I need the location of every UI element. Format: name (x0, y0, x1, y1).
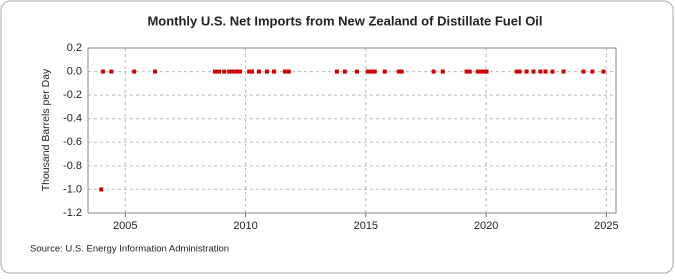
x-tick-label: 2015 (354, 220, 378, 232)
point (247, 69, 252, 74)
point (342, 69, 347, 74)
y-tick-label: 0.2 (67, 42, 82, 54)
point (334, 69, 339, 74)
point (382, 69, 387, 74)
y-tick-label: -0.2 (63, 89, 82, 101)
point (481, 69, 486, 74)
point (396, 69, 401, 74)
y-tick-label: 0.0 (67, 65, 82, 77)
point (238, 69, 243, 74)
point (368, 69, 373, 74)
y-tick-label: -1.0 (63, 183, 82, 195)
point (264, 69, 269, 74)
y-tick-label: -0.8 (63, 160, 82, 172)
point (250, 69, 255, 74)
point (217, 69, 222, 74)
panel (0, 0, 674, 274)
y-tick-label: -0.4 (63, 113, 82, 125)
point (543, 69, 548, 74)
point (234, 69, 239, 74)
point (227, 69, 232, 74)
point (514, 69, 519, 74)
point (213, 69, 218, 74)
chart-title: Monthly U.S. Net Imports from New Zealan… (147, 13, 542, 28)
point (99, 187, 104, 192)
point (222, 69, 227, 74)
point (431, 69, 436, 74)
point (283, 69, 288, 74)
point (517, 69, 522, 74)
x-tick-label: 2020 (474, 220, 498, 232)
y-tick-label: -0.6 (63, 136, 82, 148)
point (601, 69, 606, 74)
point (467, 69, 472, 74)
point (101, 69, 106, 74)
point (440, 69, 445, 74)
point (354, 69, 359, 74)
point (590, 69, 595, 74)
point (538, 69, 543, 74)
point (464, 69, 469, 74)
point (230, 69, 235, 74)
point (365, 69, 370, 74)
point (109, 69, 114, 74)
x-tick-label: 2005 (113, 220, 137, 232)
source: Source: U.S. Energy Information Administ… (30, 244, 229, 255)
point (257, 69, 262, 74)
point (153, 69, 158, 74)
point (478, 69, 483, 74)
x-tick-label: 2010 (233, 220, 257, 232)
y-axis-label: Thousand Barrels per Day (40, 68, 52, 191)
point (484, 69, 489, 74)
point (531, 69, 536, 74)
point (550, 69, 555, 74)
point (561, 69, 566, 74)
point (286, 69, 291, 74)
point (132, 69, 137, 74)
x-tick-label: 2025 (594, 220, 618, 232)
point (524, 69, 529, 74)
point (399, 69, 404, 74)
point (271, 69, 276, 74)
plot-area (87, 47, 617, 214)
point (475, 69, 480, 74)
point (581, 69, 586, 74)
y-tick-label: -1.2 (63, 207, 82, 219)
point (372, 69, 377, 74)
